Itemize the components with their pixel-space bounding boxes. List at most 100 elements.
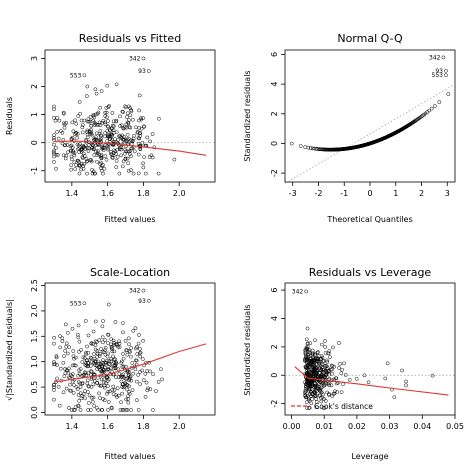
data-point <box>56 384 61 389</box>
data-point <box>129 378 134 383</box>
data-point <box>92 379 97 383</box>
data-point <box>116 393 121 398</box>
point-label: 342 <box>129 288 141 295</box>
data-point <box>77 339 82 344</box>
data-point <box>323 339 327 343</box>
data-point <box>127 384 131 389</box>
data-point <box>105 374 109 379</box>
data-point <box>86 143 91 147</box>
data-point <box>124 397 129 402</box>
data-point <box>131 328 136 333</box>
x-tick-label: -3 <box>289 189 297 198</box>
y-tick-label: 0 <box>270 373 279 378</box>
data-point <box>141 378 146 382</box>
data-point <box>111 124 116 128</box>
data-point <box>156 171 161 176</box>
data-point <box>112 357 117 362</box>
data-point <box>140 368 144 373</box>
data-point <box>85 84 90 89</box>
data-point <box>99 156 104 161</box>
data-point <box>298 144 303 148</box>
data-point <box>97 364 102 369</box>
data-point <box>330 371 335 376</box>
y-tick-label: 0 <box>30 140 39 145</box>
data-point <box>66 150 70 155</box>
data-point <box>93 319 98 324</box>
x-tick-label: 0.05 <box>446 422 464 431</box>
x-ticks: 1.4 1.6 1.8 2.0 <box>65 182 186 198</box>
data-point <box>129 168 133 172</box>
data-point <box>150 155 155 160</box>
data-point <box>80 125 85 130</box>
data-point <box>136 408 141 412</box>
data-point <box>81 166 86 171</box>
data-point <box>76 323 81 328</box>
data-point <box>82 162 86 166</box>
data-point <box>310 353 315 358</box>
data-point <box>133 367 138 372</box>
data-point <box>69 154 74 159</box>
data-point <box>102 380 106 385</box>
data-point <box>138 347 142 351</box>
panel-residuals-vs-fitted: Residuals vs Fitted Fitted values Residu… <box>5 32 216 224</box>
y-ticks: -1 0 1 2 3 <box>30 56 45 175</box>
data-point <box>305 326 310 331</box>
data-point <box>145 135 150 140</box>
data-point <box>101 118 106 123</box>
data-point <box>92 137 96 142</box>
data-point <box>117 171 122 176</box>
data-point <box>69 148 74 153</box>
data-point <box>131 171 136 176</box>
data-point <box>124 348 129 352</box>
data-point <box>74 163 78 167</box>
data-point <box>55 153 60 157</box>
data-point <box>110 349 115 354</box>
data-point <box>306 362 311 366</box>
data-point <box>76 373 81 378</box>
data-point <box>103 122 108 127</box>
data-point <box>76 393 81 397</box>
data-point <box>68 388 72 393</box>
data-point <box>111 130 116 135</box>
data-point <box>55 363 59 367</box>
data-point <box>71 390 76 395</box>
data-point <box>123 339 128 343</box>
data-points <box>302 326 435 410</box>
data-point <box>81 151 86 156</box>
data-point <box>316 350 320 354</box>
data-point <box>58 345 63 350</box>
data-point <box>52 335 57 340</box>
data-point <box>136 341 141 346</box>
data-point <box>138 350 143 355</box>
data-point <box>331 345 335 350</box>
data-point <box>101 340 105 345</box>
data-point <box>55 115 60 120</box>
data-point <box>99 347 103 351</box>
data-point <box>392 395 397 400</box>
data-point <box>73 405 78 410</box>
y-tick-label: 3 <box>30 56 39 61</box>
data-point <box>322 406 327 410</box>
data-point <box>92 357 97 361</box>
data-point <box>69 408 74 412</box>
legend-label: Cook's distance <box>314 402 373 411</box>
y-axis-label: √|Standardized residuals| <box>5 299 14 401</box>
data-point <box>106 341 110 345</box>
data-point <box>104 362 108 367</box>
data-point <box>112 342 117 347</box>
data-point <box>437 100 442 105</box>
qq-line <box>284 83 456 184</box>
data-point <box>108 366 113 371</box>
data-point <box>320 362 325 367</box>
data-point <box>93 87 98 92</box>
data-point <box>141 165 146 170</box>
data-point <box>72 160 77 165</box>
data-point <box>131 138 135 143</box>
data-point <box>330 394 335 398</box>
data-point <box>97 338 102 343</box>
y-ticks: -2 0 2 4 6 <box>270 288 285 408</box>
data-point <box>63 143 68 147</box>
data-point <box>338 361 342 366</box>
data-point <box>61 360 66 365</box>
data-point <box>327 381 332 385</box>
